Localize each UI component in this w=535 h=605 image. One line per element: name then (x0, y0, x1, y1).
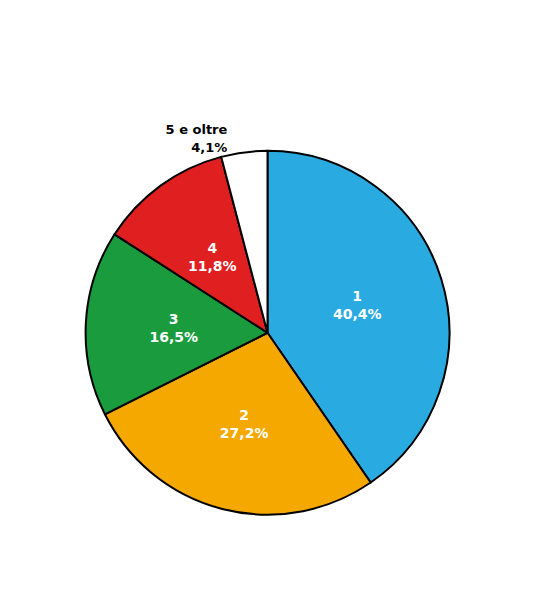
svg-text:1: 1 (352, 288, 362, 304)
svg-text:16,5%: 16,5% (149, 329, 198, 345)
svg-text:40,4%: 40,4% (333, 306, 382, 322)
svg-text:27,2%: 27,2% (220, 425, 269, 441)
svg-text:5 e oltre: 5 e oltre (166, 122, 228, 137)
svg-text:4,1%: 4,1% (191, 140, 227, 155)
svg-text:4: 4 (207, 240, 217, 256)
svg-text:2: 2 (239, 407, 249, 423)
svg-text:11,8%: 11,8% (188, 258, 237, 274)
svg-text:3: 3 (169, 311, 179, 327)
